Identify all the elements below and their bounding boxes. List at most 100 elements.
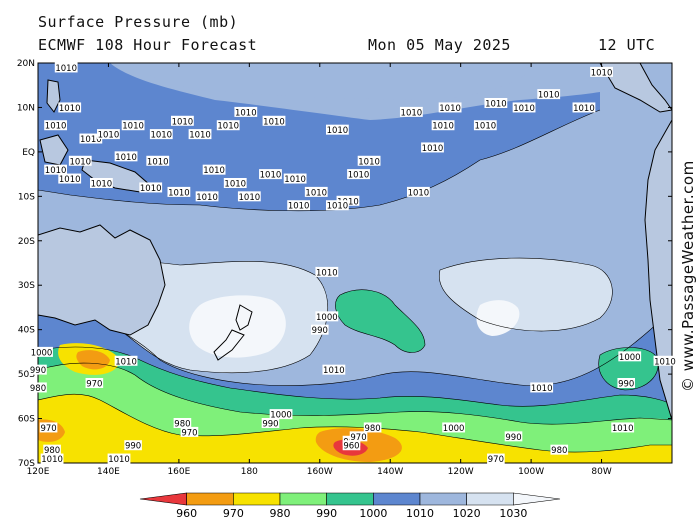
colorbar-label: 990 — [316, 507, 337, 520]
contour-label-text: 1010 — [432, 122, 454, 132]
contour-label-bg — [283, 173, 307, 184]
contour-label-text: 1010 — [59, 104, 81, 114]
contour-label: 1010 — [572, 102, 596, 114]
contour-label-text: 980 — [551, 446, 567, 456]
contour-label-bg — [121, 120, 145, 131]
contour-label-text: 1010 — [239, 193, 261, 203]
chart-title: Surface Pressure (mb) — [38, 13, 239, 31]
contour-label-bg — [618, 351, 642, 362]
contour-label-bg — [504, 431, 523, 442]
contour-label-text: 1000 — [443, 424, 465, 434]
contour-label-bg — [237, 191, 261, 202]
lon-label: 160W — [307, 467, 333, 477]
contour-label-text: 1010 — [422, 144, 444, 154]
contour-label-text: 1010 — [150, 131, 172, 141]
lat-label: EQ — [22, 148, 35, 158]
contour-label-text: 1010 — [538, 91, 560, 101]
lat-label: 50S — [18, 370, 35, 380]
contour-label-text: 970 — [86, 380, 102, 390]
contour-label-bg — [85, 378, 104, 388]
contour-label-text: 1010 — [168, 188, 190, 198]
contour-label-bg — [259, 169, 282, 180]
contour-label: 1010 — [484, 98, 508, 110]
contour-label-bg — [68, 155, 92, 166]
contour-label-bg — [29, 364, 47, 375]
contour-label-bg — [188, 129, 212, 140]
contour-label-text: 1010 — [327, 126, 349, 136]
high-core-b — [476, 300, 520, 336]
contour-label-text: 1010 — [327, 202, 349, 212]
contour-label-bg — [473, 120, 497, 131]
contour-label-bg — [167, 186, 191, 197]
contour-label-text: 1010 — [172, 117, 194, 127]
contour-label-bg — [611, 422, 635, 433]
contour-label: 1010 — [114, 151, 138, 163]
contour-label: 1010 — [315, 266, 339, 278]
contour-label: 1010 — [44, 164, 68, 176]
lat-label: 40S — [18, 326, 35, 336]
contour-label-text: 990 — [30, 366, 46, 376]
contour-label-bg — [58, 173, 82, 184]
tropical-high-north — [130, 63, 540, 100]
colorbar-swatch — [373, 492, 421, 506]
contour-label: 970 — [349, 431, 368, 443]
lon-label: 180 — [241, 467, 258, 477]
contour-label: 1010 — [167, 186, 191, 198]
contour-label: 1010 — [237, 191, 261, 203]
contour-label-bg — [195, 191, 219, 202]
contour-label: 1010 — [188, 129, 212, 141]
contour-label-bg — [216, 120, 240, 131]
contour-label-text: 1010 — [80, 135, 102, 145]
colorbar-label: 1020 — [453, 507, 481, 520]
contour-label-bg — [407, 186, 430, 197]
contour-label-bg — [325, 124, 349, 135]
contour-label-text: 1010 — [260, 171, 282, 181]
contour-label-text: 970 — [40, 424, 56, 434]
contour-label-bg — [171, 115, 194, 126]
latitude-labels: 20N 10N EQ 10S 20S 30S 40S 50S 60S 70S — [17, 59, 35, 469]
contour-label: 1010 — [399, 106, 423, 118]
map-frame — [37, 62, 673, 464]
colorbar-swatch — [186, 492, 234, 506]
contour-label-bg — [304, 186, 328, 197]
contour-label: 1010 — [149, 129, 173, 141]
contour-label: 990 — [310, 324, 329, 336]
contour-label: 970 — [180, 426, 199, 438]
colorbar-swatch — [139, 492, 187, 506]
contour-label-text: 980 — [44, 446, 60, 456]
contour-label: 1010 — [530, 382, 554, 394]
contour-label: 1010 — [325, 124, 349, 136]
contour-label-bg — [149, 129, 173, 140]
contour-label: 970 — [85, 378, 104, 390]
contour-label: 960 — [342, 440, 361, 452]
contour-label-bg — [234, 106, 258, 117]
contour-label-text: 1010 — [235, 108, 257, 118]
contour-label: 1010 — [54, 62, 78, 74]
contour-label-text: 1010 — [513, 104, 535, 114]
contour-label-bg — [54, 62, 78, 73]
contour-label-text: 1010 — [288, 202, 310, 212]
contour-label-text: 1010 — [98, 131, 120, 141]
contour-label-text: 1010 — [55, 64, 77, 74]
contour-label-text: 980 — [30, 384, 46, 394]
lon-label: 160E — [167, 467, 190, 477]
contour-label-text: 1010 — [485, 100, 507, 110]
contour-label-bg — [114, 355, 138, 366]
contour-label-bg — [202, 164, 226, 175]
contour-label-text: 1010 — [45, 122, 67, 132]
contour-label-text: 1010 — [91, 180, 113, 190]
contour-label-bg — [180, 426, 199, 437]
colorbar-label: 1000 — [359, 507, 387, 520]
contour-label-text: 980 — [174, 420, 190, 430]
contour-label: 1010 — [611, 422, 635, 434]
contour-label-bg — [572, 102, 596, 113]
contour-label-bg — [512, 102, 536, 113]
contour-label: 1010 — [357, 155, 381, 167]
low-990-1000-tasman — [335, 289, 425, 353]
contour-label: 1010 — [195, 191, 219, 203]
contour-label-text: 1010 — [45, 166, 67, 176]
contour-label-bg — [39, 422, 58, 433]
contour-label: 1010 — [139, 182, 163, 194]
contour-label: 1010 — [283, 173, 307, 185]
contour-label-bg — [363, 422, 382, 433]
